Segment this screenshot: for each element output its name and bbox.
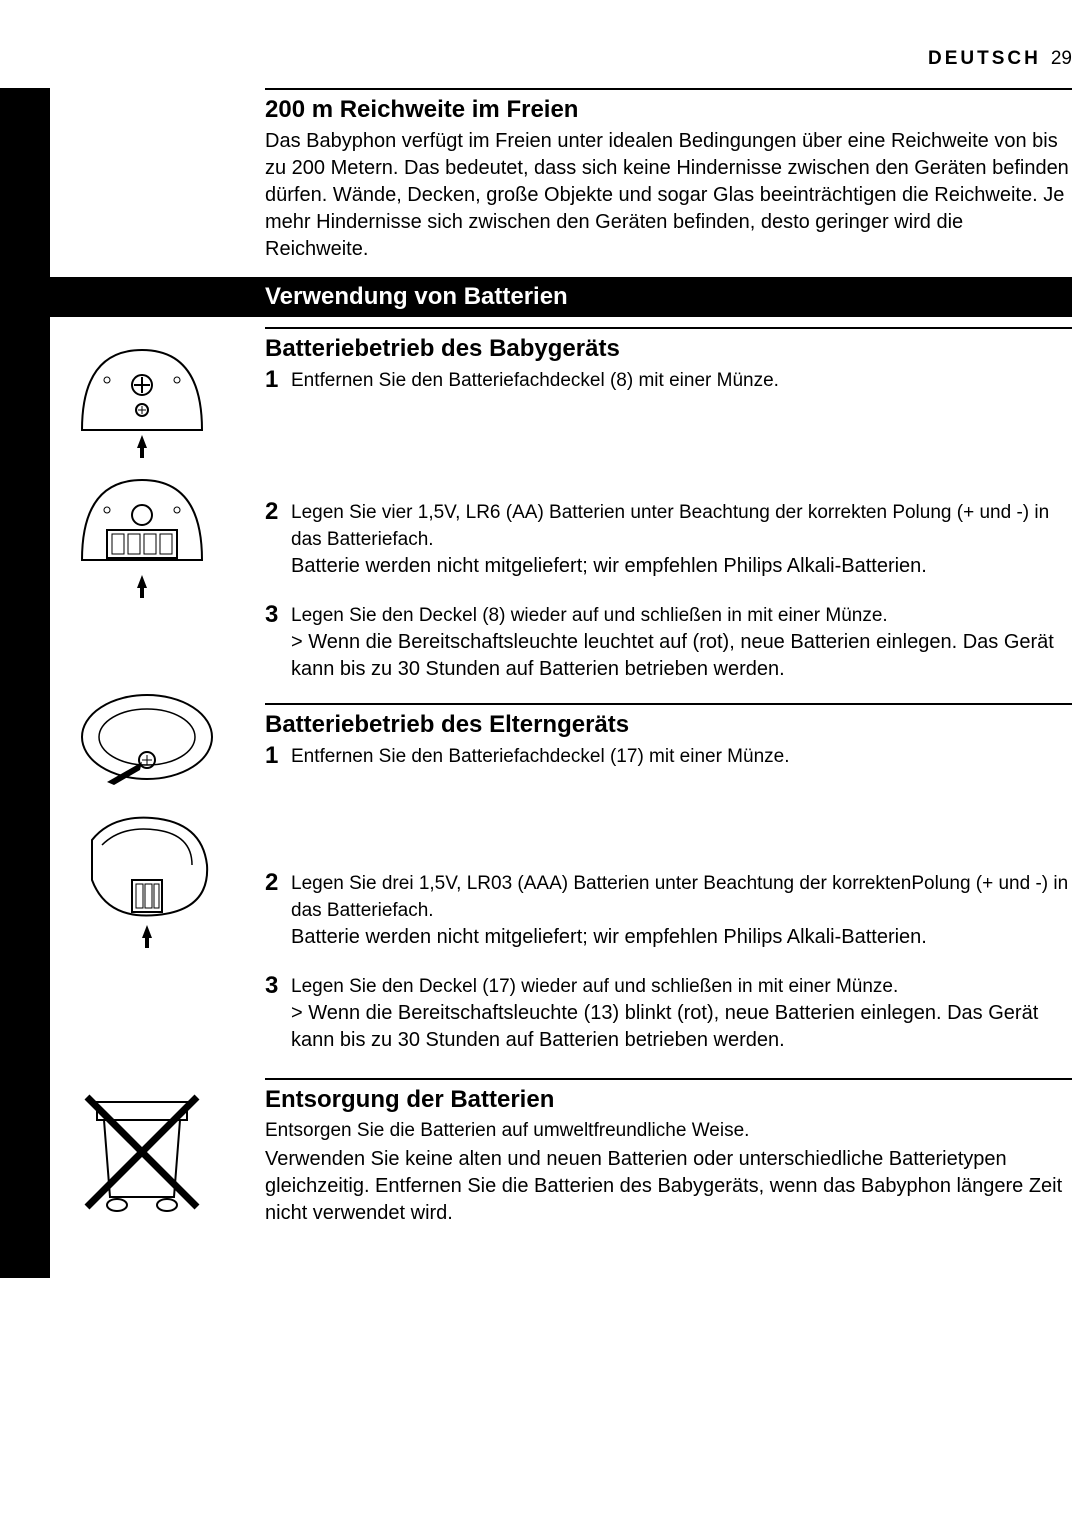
section-band-batterien: Verwendung von Batterien: [0, 277, 1072, 317]
band-label: Verwendung von Batterien: [265, 283, 568, 310]
diagram-baby-unit-closed: [70, 338, 220, 467]
step-text: Legen Sie den Deckel (17) wieder auf und…: [291, 976, 898, 997]
section-title-dispose: Entsorgung der Batterien: [265, 1086, 1072, 1114]
rule: [265, 327, 1072, 329]
step-text: Legen Sie drei 1,5V, LR03 (AAA) Batterie…: [291, 873, 1068, 921]
spacer: [265, 961, 1072, 973]
step-note: > Wenn die Bereitschaftsleuchte (13) bli…: [291, 1002, 1038, 1051]
diagram-parent-unit-open: [70, 808, 220, 957]
step-note: Batterie werden nicht mitgeliefert; wir …: [291, 555, 927, 577]
step-text: Entfernen Sie den Batteriefachdeckel (8)…: [291, 370, 779, 391]
step-number: 3: [265, 602, 283, 628]
parent-step-2: 2 Legen Sie drei 1,5V, LR03 (AAA) Batter…: [265, 870, 1072, 951]
step-note: > Wenn die Bereitschaftsleuchte leuchtet…: [291, 631, 1054, 680]
parent-step-3: 3 Legen Sie den Deckel (17) wieder auf u…: [265, 973, 1072, 1054]
baby-step-3: 3 Legen Sie den Deckel (8) wieder auf un…: [265, 602, 1072, 683]
step-note: Batterie werden nicht mitgeliefert; wir …: [291, 926, 927, 948]
baby-step-1: 1 Entfernen Sie den Batteriefachdeckel (…: [265, 367, 1072, 394]
spacer: [265, 590, 1072, 602]
rule: [265, 1078, 1072, 1080]
language-label: DEUTSCH: [928, 48, 1041, 69]
section-title-parent: Batteriebetrieb des Elterngeräts: [265, 711, 1072, 739]
section-body-reichweite: Das Babyphon verfügt im Freien unter ide…: [265, 128, 1072, 263]
page-header: DEUTSCH 29: [928, 48, 1072, 70]
diagram-crossed-bin: [70, 1075, 220, 1224]
baby-step-2: 2 Legen Sie vier 1,5V, LR6 (AA) Batterie…: [265, 499, 1072, 580]
rule: [265, 88, 1072, 90]
spacer: [265, 693, 1072, 703]
section-title-baby: Batteriebetrieb des Babygeräts: [265, 335, 1072, 363]
section-title-reichweite: 200 m Reichweite im Freien: [265, 96, 1072, 124]
parent-step-1: 1 Entfernen Sie den Batteriefachdeckel (…: [265, 743, 1072, 770]
step-number: 2: [265, 499, 283, 525]
step-text: Entfernen Sie den Batteriefachdeckel (17…: [291, 746, 790, 767]
spacer: [265, 1064, 1072, 1078]
step-number: 3: [265, 973, 283, 999]
dispose-line1: Entsorgen Sie die Batterien auf umweltfr…: [265, 1118, 1072, 1144]
page-number: 29: [1051, 48, 1072, 69]
left-margin-bar: [0, 88, 50, 1278]
spacer: [265, 780, 1072, 870]
step-number: 1: [265, 367, 283, 393]
diagram-baby-unit-open: [70, 468, 220, 607]
step-number: 1: [265, 743, 283, 769]
step-text: Legen Sie vier 1,5V, LR6 (AA) Batterien …: [291, 502, 1049, 550]
rule: [265, 703, 1072, 705]
dispose-line2: Verwenden Sie keine alten und neuen Batt…: [265, 1146, 1072, 1227]
step-number: 2: [265, 870, 283, 896]
step-text: Legen Sie den Deckel (8) wieder auf und …: [291, 605, 888, 626]
diagram-parent-unit-closed: [70, 680, 220, 809]
page-content: 200 m Reichweite im Freien Das Babyphon …: [265, 88, 1080, 1241]
spacer: [265, 404, 1072, 499]
